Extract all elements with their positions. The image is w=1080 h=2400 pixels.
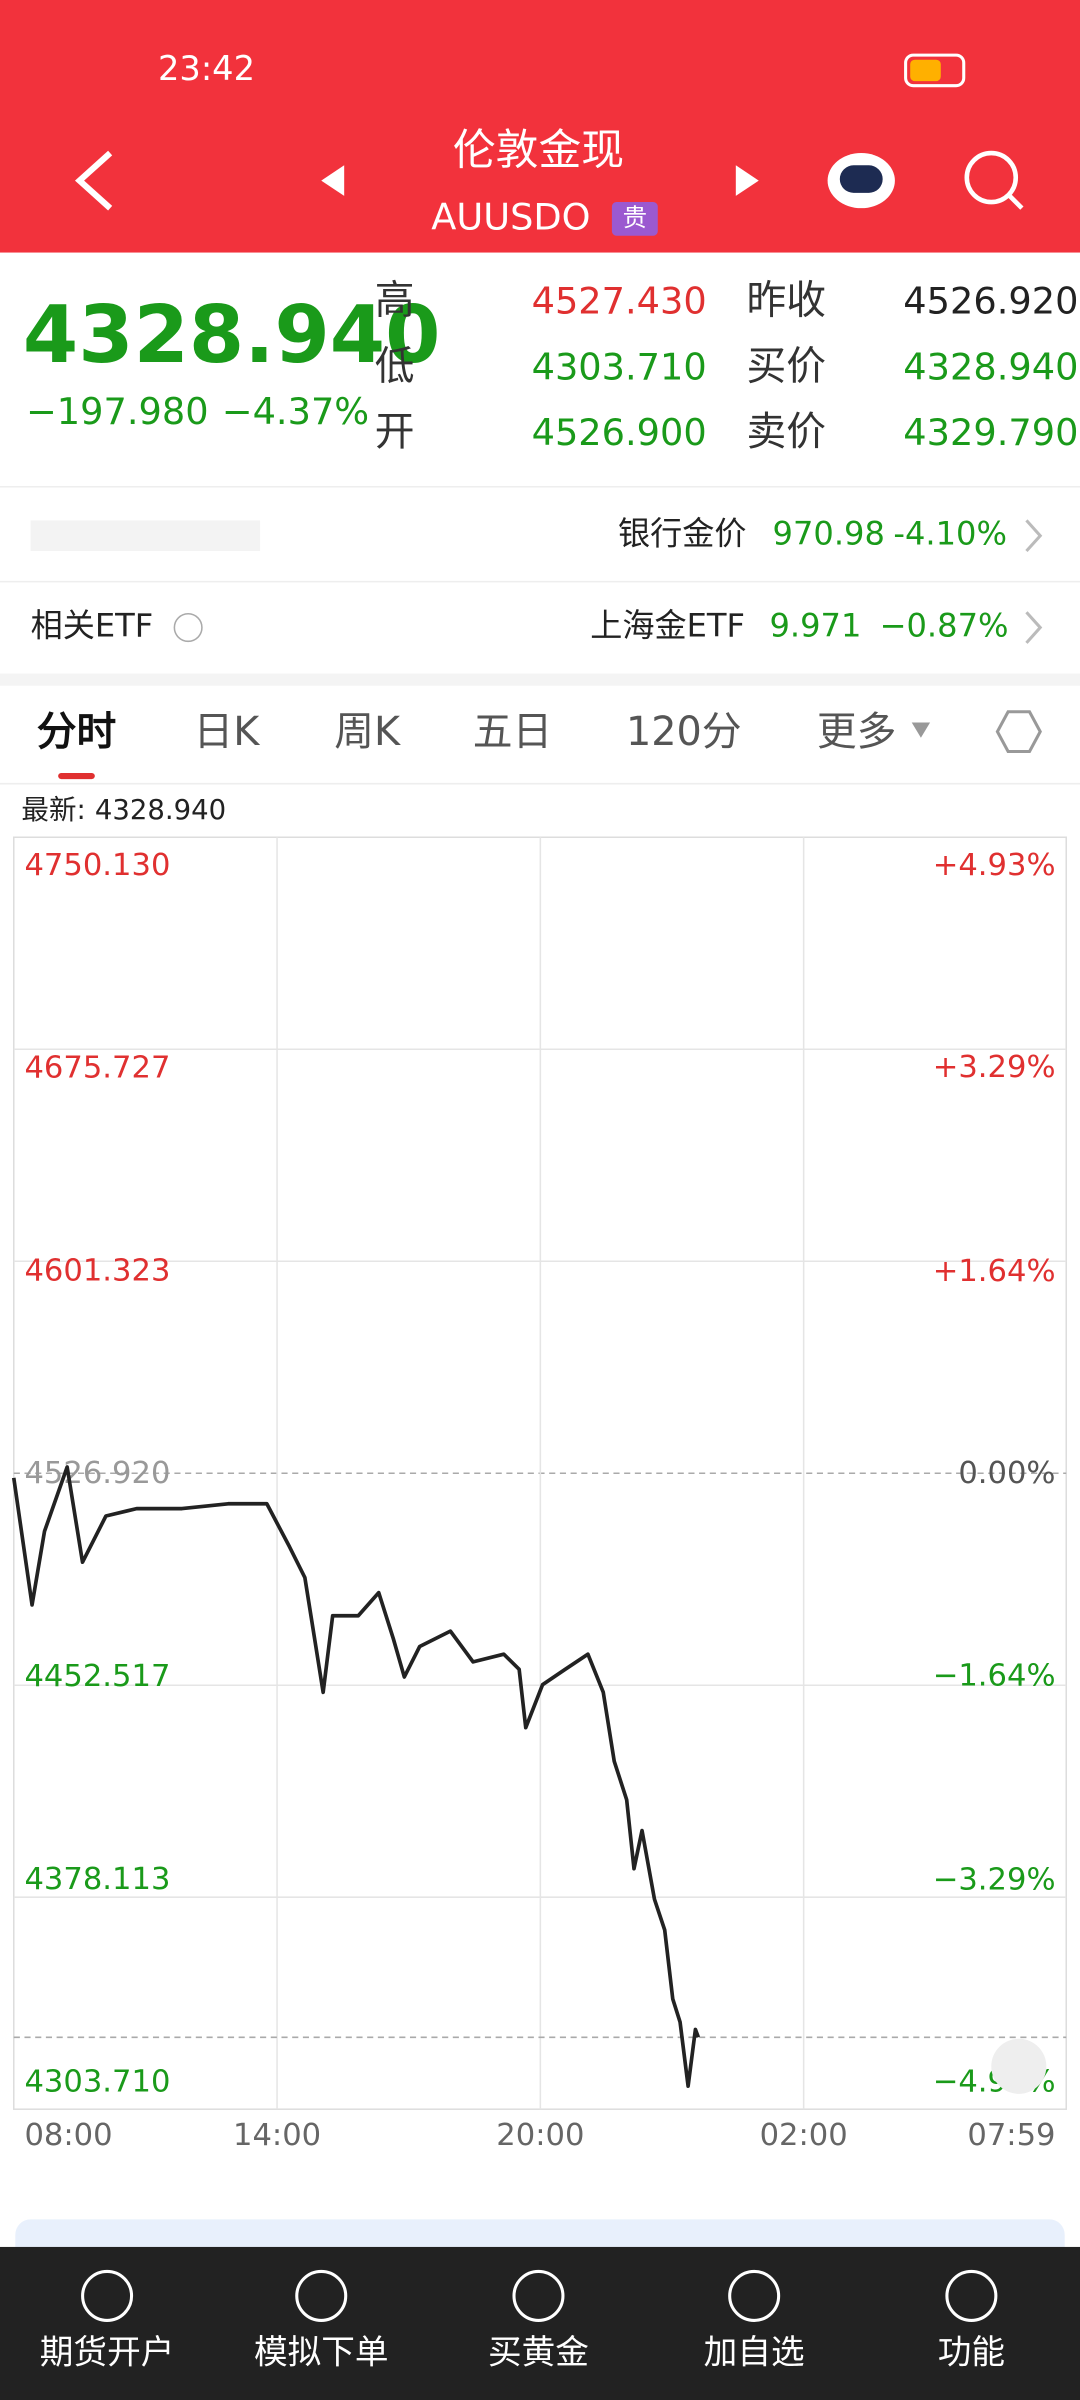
nav-label[interactable]: 加自选 (704, 2333, 805, 2372)
field-value: 4527.430 (532, 280, 707, 323)
y-tick-label: 4452.517 (24, 1659, 170, 1694)
tab-indicator (58, 772, 95, 780)
etf-price: 9.971 (769, 607, 861, 645)
y2-tick-label: 0.00% (958, 1456, 1055, 1491)
y-tick-label: 4526.920 (24, 1456, 170, 1491)
field-label: 卖价 (747, 409, 827, 455)
field-value: 4526.920 (903, 280, 1078, 323)
field-value: 4526.900 (532, 411, 707, 454)
tab[interactable]: 五日 (473, 709, 553, 755)
nav-icon (945, 2269, 998, 2322)
field-label: 昨收 (747, 278, 827, 324)
tab[interactable]: 分时 (37, 709, 117, 755)
price-line (11, 1465, 701, 2088)
nav-bar (0, 2246, 1080, 2400)
change-pct: −4.37% (222, 390, 369, 433)
chart: 4750.130 4675.727 4601.323 4526.920 4452.517… (11, 837, 1067, 2153)
x-tick-label: 20:00 (496, 2118, 584, 2153)
y-tick-label: 4601.323 (24, 1253, 170, 1288)
tab[interactable]: 更多 (817, 709, 897, 755)
nav-icon (81, 2269, 134, 2322)
battery (904, 53, 966, 88)
bank-label: 银行金价 (618, 515, 746, 553)
y2-tick-label: −1.64% (933, 1659, 1056, 1694)
etf-name: 上海金ETF (590, 607, 745, 645)
tab[interactable]: 120分 (626, 709, 742, 755)
y2-tick-label: +4.93% (933, 848, 1056, 883)
y-tick-label: 4750.130 (24, 848, 170, 883)
blurred (30, 520, 261, 552)
search-button[interactable] (964, 150, 1019, 205)
nav-label[interactable]: 买黄金 (488, 2333, 589, 2372)
y-tick-label: 4378.113 (24, 1862, 170, 1897)
quote-fields: 高 4527.430 低 4303.710 开 4526.900 昨收 4526.920 买价 4… (375, 278, 1079, 456)
nav-label[interactable]: 模拟下单 (254, 2333, 389, 2372)
tabs: 分时 日K 周K 五日 120分 更多 (37, 709, 897, 755)
x-tick-label: 14:00 (233, 2118, 321, 2153)
nav-label[interactable]: 期货开户 (40, 2333, 175, 2372)
fullscreen-button[interactable] (991, 2038, 1047, 2094)
more-arrow (911, 722, 931, 738)
y2-tick-label: −3.29% (933, 1862, 1056, 1897)
bank-change: -4.10% (893, 515, 1007, 553)
prev-button[interactable] (321, 165, 345, 196)
help-icon[interactable] (173, 613, 203, 643)
latest-prefix: 最新: (21, 794, 85, 826)
nav-label[interactable]: 功能 (938, 2333, 1005, 2372)
latest-value: 4328.940 (95, 794, 226, 826)
nav-icon (295, 2269, 348, 2322)
tab[interactable]: 周K (334, 709, 401, 755)
field-value: 4329.790 (903, 411, 1078, 454)
chevron[interactable] (1025, 611, 1043, 644)
field-value: 4328.940 (903, 345, 1078, 388)
field-label: 低 (375, 343, 415, 389)
next-button[interactable] (735, 165, 759, 196)
etf-label: 相关ETF (31, 607, 154, 645)
assistant-face (839, 165, 883, 193)
settings-button[interactable] (995, 710, 1042, 754)
y2-tick-label: +3.29% (933, 1050, 1056, 1085)
x-tick-label: 08:00 (24, 2118, 112, 2153)
change: −197.980 (26, 390, 209, 433)
nav: 期货开户 模拟下单 买黄金 加自选 功能 (40, 2269, 1005, 2372)
x-tick-label: 02:00 (760, 2118, 848, 2153)
tab[interactable]: 日K (193, 709, 260, 755)
field-label: 买价 (747, 343, 827, 389)
nav-icon (512, 2269, 565, 2322)
search-handle (1008, 194, 1024, 210)
band (0, 673, 1080, 686)
badge: 贵 (623, 203, 647, 232)
title: 伦敦金现 (453, 126, 624, 176)
field-value: 4303.710 (532, 345, 707, 388)
nav-icon (728, 2269, 781, 2322)
last-price: 4328.940 (23, 288, 441, 381)
status-time: 23:42 (158, 49, 255, 88)
field-label: 高 (375, 278, 415, 324)
code: AUUSDO (431, 195, 590, 238)
field-label: 开 (375, 409, 415, 455)
y-tick-label: 4675.727 (24, 1051, 170, 1086)
y2-tick-label: +1.64% (933, 1254, 1056, 1289)
y-tick-label: 4303.710 (24, 2065, 170, 2100)
bank-price: 970.98 (773, 515, 885, 553)
etf-change: −0.87% (880, 607, 1009, 645)
header-bg (0, 0, 1080, 253)
back-button[interactable] (74, 150, 113, 211)
battery-level (910, 59, 941, 82)
badge-bg (611, 202, 658, 236)
x-tick-label: 07:59 (967, 2118, 1055, 2153)
chevron[interactable] (1025, 519, 1043, 553)
